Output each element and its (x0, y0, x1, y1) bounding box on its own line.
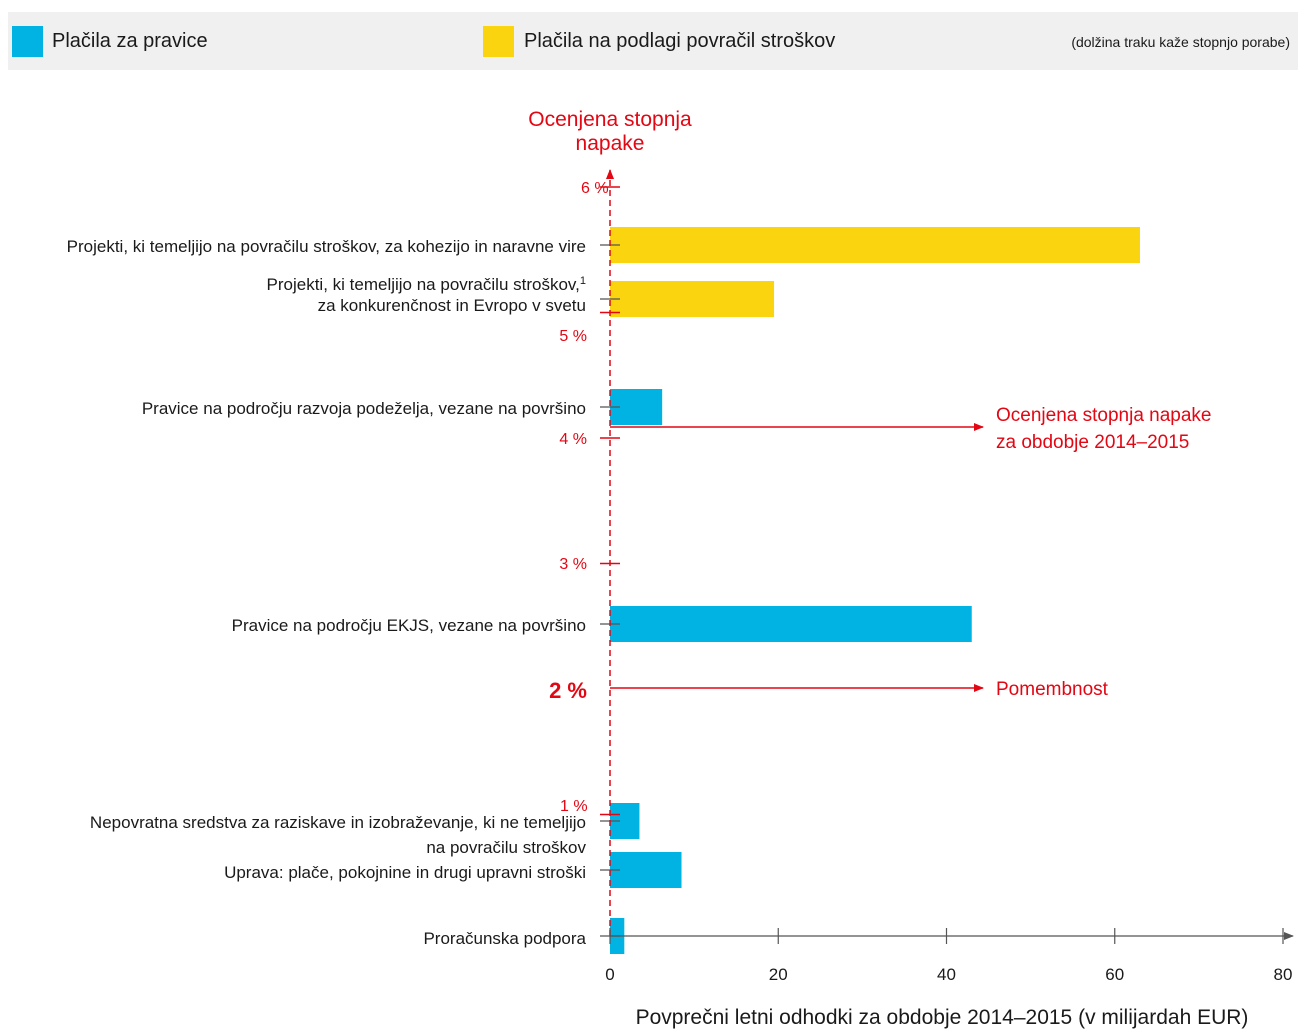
x-tick-label-80: 80 (1274, 965, 1293, 984)
y-tick-label-5: 5 % (559, 328, 587, 345)
bar-4 (610, 606, 972, 642)
y-tick-label-3: 3 % (559, 556, 587, 573)
category-label-4-1: Pravice na področju EKJS, vezane na povr… (232, 616, 586, 635)
legend: Plačila za pravice Plačila na podlagi po… (8, 12, 1298, 70)
x-axis-title: Povprečni letni odhodki za obdobje 2014–… (636, 1006, 1249, 1029)
bar-2 (610, 281, 775, 317)
y-tick-label-4: 4 % (559, 431, 587, 448)
category-label-2-1: Projekti, ki temeljijo na povračilu stro… (267, 275, 586, 294)
threshold-2014-label-line1: Ocenjena stopnja napake (996, 405, 1212, 426)
y-tick-label-2: 2 % (549, 678, 587, 703)
category-label-1-1: Projekti, ki temeljijo na povračilu stro… (67, 237, 586, 256)
x-tick-label-0: 0 (605, 965, 614, 984)
x-tick-label-60: 60 (1105, 965, 1124, 984)
bar-6 (610, 852, 682, 888)
legend-note: (dolžina traku kaže stopnjo porabe) (1071, 34, 1290, 50)
x-tick-label-20: 20 (769, 965, 788, 984)
legend-label-reimbursement: Plačila na podlagi povračil stroškov (524, 30, 836, 52)
category-label-6-1: Uprava: plače, pokojnine in drugi upravn… (224, 863, 586, 882)
category-label-5-1: Nepovratna sredstva za raziskave in izob… (90, 813, 586, 832)
y-axis-title-line-1: Ocenjena stopnja (528, 108, 692, 131)
category-label-5-2: na povračilu stroškov (426, 838, 586, 857)
legend-label-entitlement: Plačila za pravice (52, 30, 208, 52)
x-tick-label-40: 40 (937, 965, 956, 984)
y-tick-label-6: 6 % (581, 180, 609, 197)
legend-swatch-reimbursement (483, 26, 514, 57)
materiality-label: Pomembnost (996, 679, 1109, 700)
legend-swatch-entitlement (12, 26, 43, 57)
bar-1 (610, 227, 1140, 263)
category-label-2-2: za konkurenčnost in Evropo v svetu (318, 296, 586, 315)
category-label-3-1: Pravice na področju razvoja podeželja, v… (142, 399, 586, 418)
threshold-2014-label-line2: za obdobje 2014–2015 (996, 432, 1189, 453)
y-axis-title-line-2: napake (576, 132, 645, 155)
category-label-7-1: Proračunska podpora (423, 929, 586, 948)
y-tick-label-1: 1 % (560, 798, 588, 815)
